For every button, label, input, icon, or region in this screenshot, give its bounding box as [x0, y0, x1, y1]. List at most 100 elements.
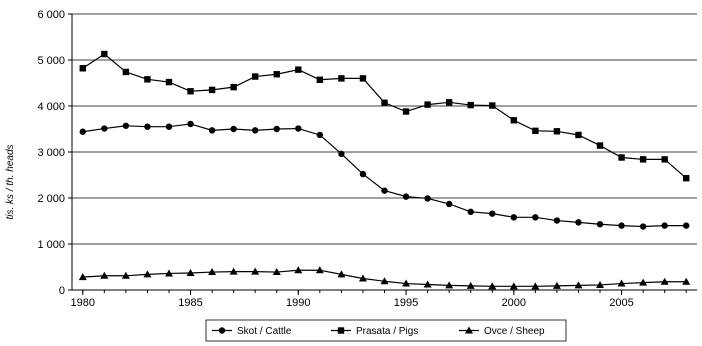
data-point [316, 76, 324, 83]
y-tick-label: 1 000 [37, 239, 65, 251]
data-point [617, 279, 626, 287]
data-point [660, 277, 669, 285]
data-point [143, 270, 152, 278]
data-point [531, 282, 540, 290]
data-point [489, 210, 496, 217]
data-point [639, 278, 648, 286]
data-point [295, 125, 302, 132]
legend-item: Skot / Cattle [212, 326, 292, 337]
legend: Skot / Cattle Prasata / Pigs Ovce / Sheep [205, 319, 567, 342]
data-point [661, 156, 668, 163]
series-line [82, 123, 687, 228]
legend-marker [465, 326, 473, 334]
data-point [682, 277, 691, 285]
data-point [187, 120, 194, 128]
y-tick-label: 6 000 [37, 9, 65, 21]
data-point [101, 125, 108, 132]
x-tick-label: 1985 [178, 297, 202, 309]
x-tick-label: 1980 [71, 297, 95, 309]
data-point [144, 123, 151, 130]
y-tick-label: 3 000 [37, 147, 65, 159]
data-point [208, 127, 216, 134]
legend-marker [337, 327, 345, 334]
data-point [230, 83, 237, 91]
data-point [316, 131, 324, 139]
series-square [79, 50, 690, 182]
x-tick-label: 1995 [394, 297, 418, 309]
legend-box [205, 319, 567, 342]
data-point [466, 281, 475, 289]
data-point [164, 269, 173, 277]
data-point [445, 99, 453, 106]
data-point [639, 223, 647, 230]
data-point [509, 282, 518, 290]
series-circle [79, 120, 690, 230]
data-point [251, 127, 259, 134]
data-point [187, 88, 194, 95]
data-point [381, 187, 388, 194]
y-tick-label: 2 000 [37, 193, 65, 205]
legend-label: Prasata / Pigs [356, 326, 418, 337]
axes [68, 13, 697, 295]
data-point [122, 68, 130, 76]
data-point [553, 128, 561, 135]
data-point [121, 271, 130, 279]
y-tick-label: 5 000 [37, 55, 65, 67]
data-point [359, 75, 367, 82]
x-tick-label: 2000 [502, 297, 526, 309]
data-point [683, 175, 690, 182]
data-point [552, 281, 561, 289]
legend-marker [218, 327, 226, 334]
data-point [618, 222, 625, 229]
data-point [683, 222, 690, 229]
data-point [402, 108, 410, 115]
data-point [229, 267, 238, 275]
data-point [489, 102, 496, 109]
data-point [251, 267, 260, 275]
data-point [445, 281, 454, 289]
series-line [82, 53, 687, 179]
data-point [186, 268, 195, 276]
series-triangle [78, 266, 691, 290]
data-point [639, 156, 647, 163]
data-point [510, 214, 518, 221]
data-point [596, 221, 604, 228]
legend-label: Skot / Cattle [237, 326, 292, 337]
data-point [381, 99, 388, 106]
data-point [510, 117, 518, 124]
data-point [272, 268, 281, 276]
data-point [338, 75, 345, 82]
data-point [165, 123, 173, 130]
data-point [402, 193, 410, 200]
data-point [315, 266, 324, 274]
data-point [273, 71, 280, 78]
data-point [488, 282, 497, 290]
data-point [596, 142, 604, 149]
data-point [423, 280, 432, 288]
data-point [532, 127, 539, 135]
data-point [122, 122, 130, 129]
data-point [101, 50, 108, 58]
legend-item: Ovce / Sheep [459, 326, 545, 337]
data-point [251, 73, 259, 80]
data-point [165, 78, 173, 86]
data-point [618, 154, 625, 161]
data-point [79, 65, 86, 72]
x-tick-label: 1990 [286, 297, 310, 309]
data-point [574, 281, 583, 289]
data-point [402, 279, 411, 287]
data-point [100, 271, 109, 279]
y-tick-labels: 0 1 000 2 000 3 000 4 000 5 000 6 000 [37, 9, 65, 297]
data-point [78, 273, 87, 281]
data-point [359, 170, 367, 178]
data-point [445, 200, 453, 208]
data-point [79, 128, 86, 135]
series-group [78, 50, 691, 290]
data-point [467, 101, 474, 109]
data-point [575, 131, 582, 139]
data-point [338, 150, 345, 158]
data-point [358, 274, 367, 282]
data-point [295, 66, 302, 73]
x-tick-labels: 1980 1985 1990 1995 2000 2005 [71, 297, 634, 309]
